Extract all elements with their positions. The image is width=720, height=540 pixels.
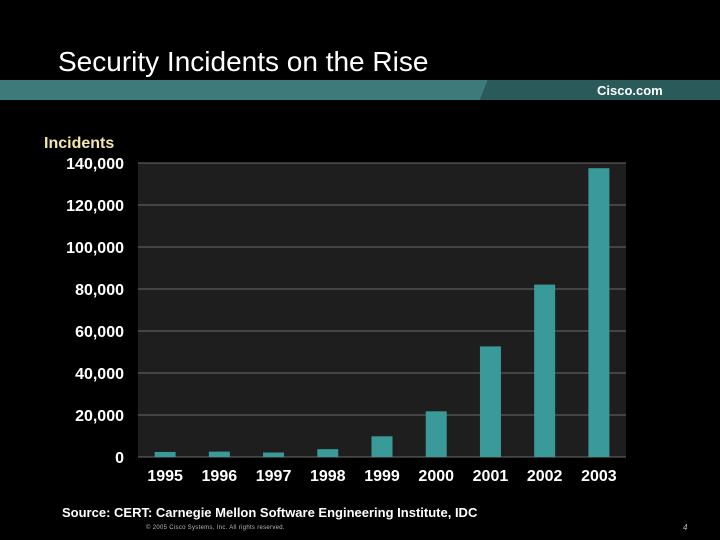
bar-1999 [371, 436, 393, 457]
bar-2002 [534, 284, 556, 457]
y-tick-label: 40,000 [75, 366, 124, 383]
y-tick-label: 0 [115, 450, 124, 467]
title-band-right-shape [480, 80, 720, 100]
x-tick-labels: 1995 1996 1997 1998 1999 2000 2001 2002 2003 [147, 468, 616, 485]
y-tick-label: 120,000 [66, 198, 124, 215]
title-band [0, 80, 720, 100]
page-number: 4 [683, 523, 688, 532]
bar-2000 [425, 411, 447, 457]
x-tick-label: 2001 [473, 468, 509, 485]
y-tick-label: 100,000 [66, 240, 124, 257]
copyright-note: © 2005 Cisco Systems, Inc. All rights re… [146, 525, 285, 531]
x-tick-label: 1998 [310, 468, 346, 485]
y-tick-labels: 0 20,000 40,000 60,000 80,000 100,000 120,000 1… [66, 156, 124, 467]
bar-2003 [588, 168, 610, 458]
brand-logo-text: Cisco.com [597, 83, 663, 98]
bar-1998 [317, 449, 339, 457]
bar-chart: 0 20,000 40,000 60,000 80,000 100,000 120,000 1… [44, 135, 626, 485]
x-tick-label: 1999 [364, 468, 400, 485]
x-tick-label: 1995 [147, 468, 183, 485]
bar-1997 [263, 452, 285, 457]
bar-2001 [479, 346, 501, 457]
bar-1996 [208, 451, 230, 457]
y-tick-label: 140,000 [66, 156, 124, 173]
x-tick-label: 1996 [202, 468, 238, 485]
y-tick-label: 20,000 [75, 408, 124, 425]
y-axis-label: Incidents [44, 135, 114, 152]
x-tick-label: 2000 [418, 468, 454, 485]
x-tick-label: 2003 [581, 468, 617, 485]
slide-title: Security Incidents on the Rise [58, 46, 429, 77]
bar-1995 [154, 451, 176, 457]
title-band-shape [0, 80, 488, 100]
x-tick-label: 1997 [256, 468, 292, 485]
y-tick-label: 80,000 [75, 282, 124, 299]
source-note: Source: CERT: Carnegie Mellon Software E… [62, 505, 478, 520]
x-tick-label: 2002 [527, 468, 563, 485]
y-tick-label: 60,000 [75, 324, 124, 341]
bars [154, 168, 610, 458]
